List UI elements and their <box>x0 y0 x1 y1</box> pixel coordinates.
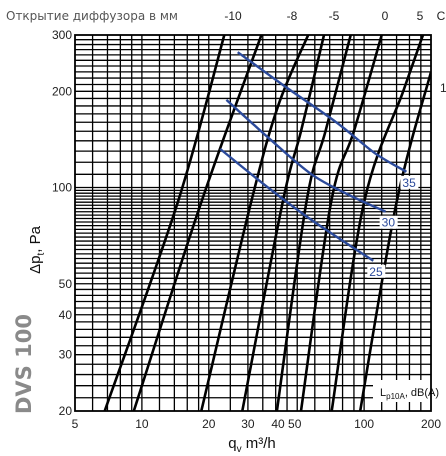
noise-label-bg <box>379 215 398 229</box>
top-tick-label: 0 <box>382 9 389 23</box>
model-label: DVS 100 <box>12 314 36 414</box>
noise-curve-25 <box>219 148 374 262</box>
x-tick-label: 100 <box>354 417 374 431</box>
y-tick-label: 20 <box>59 404 73 418</box>
y-tick-label: 40 <box>59 308 73 322</box>
y-tick-label: 200 <box>52 84 72 98</box>
noise-curve-labels: 35 30 25 <box>367 175 419 279</box>
plot-frame <box>74 34 432 412</box>
legend-box <box>373 380 431 402</box>
y-tick-label: 50 <box>59 277 73 291</box>
diffuser-curve-1 <box>103 35 226 411</box>
noise-label-bg <box>400 175 419 189</box>
y-axis-ticks: 20 30 40 50 100 200 300 <box>52 28 72 418</box>
y-tick-label: 100 <box>52 181 72 195</box>
x-axis-ticks: 5 10 20 30 40 50 100 200 <box>72 417 442 431</box>
x-tick-label: 10 <box>135 417 149 431</box>
diffuser-curve-3 <box>200 35 310 411</box>
y-tick-label: 30 <box>59 348 73 362</box>
top-tick-label: -5 <box>329 9 340 23</box>
y-axis-title: Δpt, Pa <box>27 225 47 273</box>
x-axis-title: qv m³/h <box>228 435 276 455</box>
noise-label-bg <box>367 264 386 278</box>
noise-curve-label-30: 30 <box>382 216 396 230</box>
top-tick-label: 5 <box>417 9 424 23</box>
top-tick-label: -10 <box>224 9 242 23</box>
x-tick-label: 30 <box>241 417 255 431</box>
diffuser-curve-6 <box>299 35 383 411</box>
diffuser-curve-8 <box>358 71 431 411</box>
y-tick-label: 300 <box>52 28 72 42</box>
noise-curve-30 <box>225 99 387 213</box>
top-tick-label: -8 <box>287 9 298 23</box>
diffuser-curve-7 <box>330 35 425 411</box>
top-axis-title: Открытие диффузора в мм <box>6 9 178 23</box>
x-tick-label: 5 <box>72 417 79 431</box>
diffuser-curves <box>103 35 431 411</box>
noise-curve-label-35: 35 <box>402 176 416 190</box>
x-tick-label: 40 50 <box>271 417 301 431</box>
right-edge-label: 1 <box>440 81 446 95</box>
noise-curves <box>219 51 408 262</box>
noise-curve-35 <box>236 51 408 173</box>
x-tick-label: 20 <box>202 417 216 431</box>
top-axis-ticks: -10 -8 -5 0 5 C <box>224 9 445 23</box>
top-tick-label: C <box>437 9 446 23</box>
diffuser-curve-2 <box>132 35 263 411</box>
x-tick-label: 200 <box>421 417 441 431</box>
diffuser-curve-4 <box>241 35 326 411</box>
grid <box>75 35 431 411</box>
noise-curve-label-25: 25 <box>369 265 383 279</box>
